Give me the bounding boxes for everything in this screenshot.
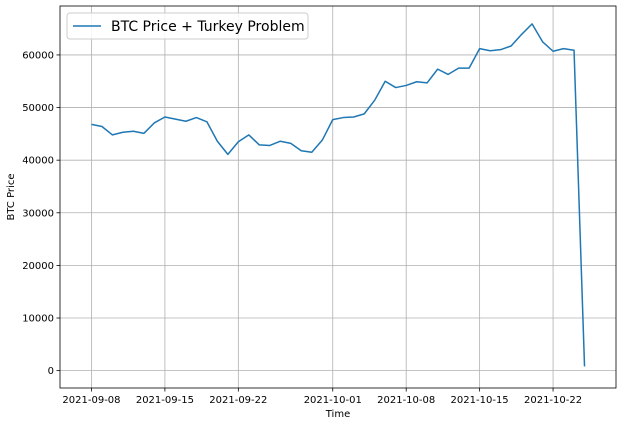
y-tick-label: 30000 xyxy=(22,208,54,219)
y-tick-label: 10000 xyxy=(22,314,54,325)
y-tick-label: 60000 xyxy=(22,50,54,61)
y-axis-label: BTC Price xyxy=(6,174,17,221)
x-tick-label: 2021-09-08 xyxy=(62,395,120,406)
y-tick-label: 40000 xyxy=(22,156,54,167)
x-tick-label: 2021-10-08 xyxy=(377,395,435,406)
y-axis-ticks: 0 10000 20000 30000 40000 50000 60000 xyxy=(22,50,60,377)
x-axis-ticks: 2021-09-08 2021-09-15 2021-09-22 2021-10-01… xyxy=(62,388,582,406)
series-line xyxy=(91,23,586,367)
x-tick-label: 2021-09-15 xyxy=(136,395,194,406)
y-tick-label: 20000 xyxy=(22,261,54,272)
plot-area-frame xyxy=(59,5,617,389)
legend: BTC Price + Turkey Problem xyxy=(66,12,309,40)
x-tick-label: 2021-09-22 xyxy=(209,395,267,406)
grid-lines xyxy=(60,6,616,388)
x-tick-label: 2021-10-22 xyxy=(524,395,582,406)
x-tick-label: 2021-10-15 xyxy=(451,395,509,406)
x-tick-label: 2021-10-01 xyxy=(304,395,362,406)
y-tick-label: 50000 xyxy=(22,103,54,114)
legend-entry-label: BTC Price + Turkey Problem xyxy=(111,19,305,35)
x-axis-label: Time xyxy=(325,409,350,420)
legend-box xyxy=(66,12,309,40)
y-tick-label: 0 xyxy=(48,366,54,377)
series-layer xyxy=(91,23,586,367)
